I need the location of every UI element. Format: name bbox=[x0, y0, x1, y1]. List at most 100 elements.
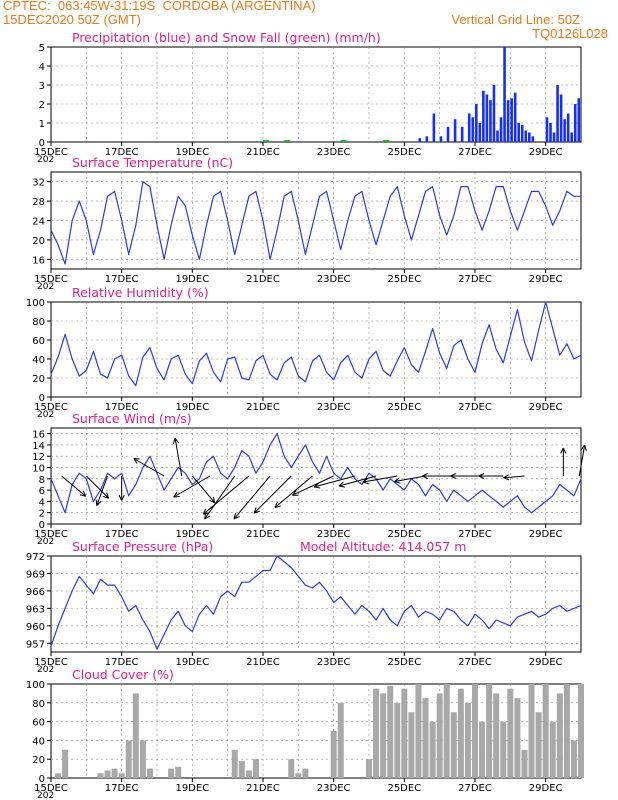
x-tick-label: 25DEC bbox=[387, 783, 421, 794]
precip-bar bbox=[478, 123, 482, 142]
wind-arrow-head bbox=[338, 481, 344, 487]
x-tick-label: 19DEC bbox=[175, 402, 209, 413]
y-tick-label: 10 bbox=[32, 464, 45, 475]
wind-arrow-head bbox=[450, 472, 457, 477]
y-tick-label: 20 bbox=[32, 755, 45, 766]
precip-bar bbox=[566, 113, 570, 142]
precip-bar bbox=[471, 117, 475, 142]
cloud-bar bbox=[387, 685, 394, 778]
y-tick-label: 0 bbox=[39, 520, 45, 531]
y-tick-label: 1 bbox=[39, 119, 45, 130]
x-tick-label: 21DEC bbox=[246, 274, 280, 285]
wind-arrow-head bbox=[204, 515, 211, 520]
precip-bar bbox=[506, 100, 510, 142]
wind-arrow bbox=[85, 475, 109, 499]
wind-arrow bbox=[578, 444, 586, 477]
y-tick-label: 20 bbox=[32, 374, 45, 385]
cloud-bar bbox=[118, 773, 125, 778]
x-tick-label: 21DEC bbox=[246, 783, 280, 794]
x-tick-label: 27DEC bbox=[458, 147, 492, 158]
precip-bar bbox=[520, 124, 524, 142]
cloud-bar bbox=[104, 770, 111, 778]
y-tick-label: 12 bbox=[32, 452, 45, 463]
cloud-bar bbox=[401, 688, 408, 778]
precip-bar bbox=[545, 117, 549, 142]
x-tick-label: 17DEC bbox=[105, 147, 139, 158]
wind-arrow-head bbox=[96, 501, 102, 506]
panel-title: Precipitation (blue) and Snow Fall (gree… bbox=[72, 30, 381, 45]
cloud-bar bbox=[394, 702, 401, 778]
wind-arrow bbox=[253, 475, 292, 514]
y-tick-label: 960 bbox=[26, 622, 45, 633]
wind-arrow-head bbox=[253, 510, 260, 514]
precip-bar bbox=[460, 126, 464, 142]
precip-bar bbox=[577, 98, 581, 142]
x-tick-label: 15DEC bbox=[34, 402, 68, 413]
x-tick-label: 19DEC bbox=[175, 657, 209, 668]
wind-arrow bbox=[233, 475, 271, 520]
x-tick-label: 21DEC bbox=[246, 657, 280, 668]
cloud-bar bbox=[125, 740, 132, 778]
cloud-bar bbox=[514, 698, 521, 778]
wind-arrow bbox=[274, 475, 313, 508]
wind-arrow-head bbox=[118, 494, 123, 501]
y-tick-label: 100 bbox=[26, 298, 45, 309]
x-year-label: 202 bbox=[37, 537, 54, 547]
wind-arrow-head bbox=[82, 490, 87, 497]
cloud-bar bbox=[563, 684, 570, 778]
wind-arrow bbox=[202, 475, 250, 515]
x-tick-label: 25DEC bbox=[387, 274, 421, 285]
wind-arrow-head bbox=[362, 478, 368, 483]
wind-arrow-head bbox=[253, 507, 257, 514]
cloud-bar bbox=[521, 749, 528, 778]
x-tick-label: 15DEC bbox=[34, 529, 68, 540]
cloud-bar bbox=[55, 773, 62, 778]
x-tick-label: 29DEC bbox=[529, 402, 563, 413]
cloud-bar bbox=[252, 759, 259, 778]
cloud-bar bbox=[429, 721, 436, 778]
wind-arrow bbox=[96, 475, 109, 506]
x-year-label: 202 bbox=[37, 791, 54, 800]
series-line bbox=[50, 433, 582, 514]
wind-arrow-head bbox=[203, 512, 210, 515]
snow-bar bbox=[340, 140, 347, 142]
cloud-bar bbox=[365, 759, 373, 778]
wind-arrow-head bbox=[174, 437, 179, 444]
wind-arrow-head bbox=[173, 491, 178, 498]
wind-arrow-head bbox=[584, 444, 587, 451]
x-tick-label: 15DEC bbox=[34, 147, 68, 158]
y-tick-label: 963 bbox=[26, 604, 45, 615]
precip-bar bbox=[467, 113, 471, 142]
wind-arrow bbox=[133, 458, 165, 477]
precip-bar bbox=[531, 136, 535, 142]
wind-arrow-head bbox=[292, 490, 297, 496]
y-tick-label: 32 bbox=[32, 178, 45, 189]
x-tick-label: 27DEC bbox=[458, 402, 492, 413]
cloud-bar bbox=[479, 721, 486, 778]
series-line bbox=[50, 301, 582, 387]
panel-title: Surface Wind (m/s) bbox=[72, 411, 192, 426]
precip-bar bbox=[524, 130, 528, 142]
precip-bar bbox=[552, 132, 556, 142]
y-tick-label: 3 bbox=[39, 81, 45, 92]
x-tick-label: 19DEC bbox=[175, 783, 209, 794]
precip-bar bbox=[503, 47, 506, 142]
x-tick-label: 17DEC bbox=[105, 657, 139, 668]
cloud-bar bbox=[175, 766, 182, 778]
cloud-bar bbox=[380, 693, 387, 778]
precip-bar bbox=[489, 100, 492, 142]
cloud-bar bbox=[422, 698, 429, 778]
x-tick-label: 29DEC bbox=[529, 783, 563, 794]
cloud-bar bbox=[231, 749, 238, 778]
precip-bar bbox=[446, 126, 450, 142]
wind-arrow-head bbox=[233, 512, 237, 520]
y-tick-label: 28 bbox=[32, 197, 45, 208]
wind-arrow bbox=[314, 475, 355, 488]
precip-bar bbox=[485, 94, 489, 142]
wind-arrow-head bbox=[503, 474, 509, 479]
cloud-bar bbox=[535, 712, 542, 778]
y-tick-label: 2 bbox=[39, 100, 45, 111]
snow-bar bbox=[284, 140, 291, 142]
wind-arrow-head bbox=[560, 447, 564, 454]
panel-title: Cloud Cover (%) bbox=[72, 667, 174, 682]
